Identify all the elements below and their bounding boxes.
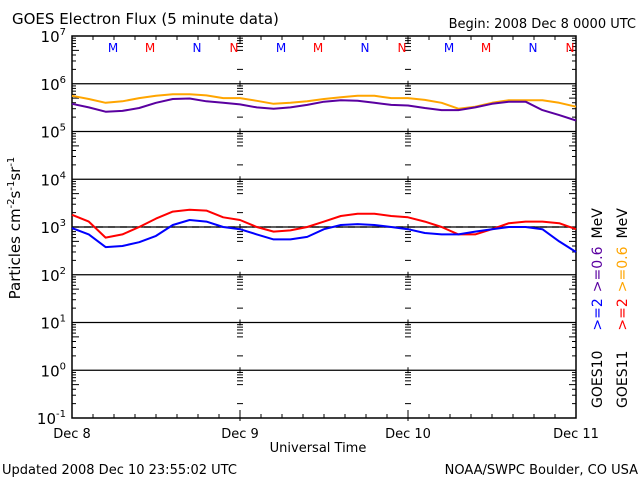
legend-goes10: GOES10 >=2 >=0.6 MeV: [590, 208, 606, 408]
y-tick-label: 101: [41, 314, 66, 333]
legend-unit-goes11: MeV: [615, 208, 631, 239]
mn-marker: N: [361, 41, 370, 55]
y-tick-label: 105: [41, 123, 66, 142]
mn-marker: M: [444, 41, 454, 55]
y-label-s: s: [6, 190, 24, 198]
y-tick-label: 102: [41, 266, 66, 285]
y-label-exp3: -1: [6, 157, 17, 167]
plot-area: M M N N M M N N M M N N 107 106 105 104 103 102 101 100 10-1…: [37, 27, 599, 442]
series-line-1: [71, 97, 577, 122]
x-tick-label: Dec 11: [553, 427, 599, 442]
legend-low-goes10: >=2: [590, 298, 606, 330]
updated-timestamp: Updated 2008 Dec 10 23:55:02 UTC: [2, 463, 237, 478]
x-axis-label: Universal Time: [270, 441, 367, 456]
begin-label: Begin: 2008 Dec 8 0000 UTC: [449, 17, 636, 32]
legend-unit-goes10: MeV: [590, 208, 606, 239]
y-label-base: Particles cm: [6, 208, 24, 299]
mn-marker: M: [145, 41, 155, 55]
x-tick-label: Dec 8: [53, 427, 91, 442]
x-tick-label: Dec 9: [221, 427, 259, 442]
y-label-exp2: -1: [6, 181, 17, 191]
series-line-2: [71, 208, 577, 239]
y-label-sr: sr: [6, 166, 24, 181]
mn-marker: M: [481, 41, 491, 55]
mn-marker: N: [230, 41, 239, 55]
legend-high-goes10: >=0.6: [590, 246, 606, 292]
mn-marker: N: [566, 41, 575, 55]
y-tick-label: 107: [41, 27, 66, 46]
legend-sat-goes11: GOES11: [615, 351, 631, 408]
mn-marker: M: [108, 41, 118, 55]
mn-marker: M: [276, 41, 286, 55]
svg-text:Particles cm-2s-1sr-1: Particles cm-2s-1sr-1: [6, 157, 24, 300]
legend-sat-goes10: GOES10: [590, 351, 606, 408]
mn-marker: N: [398, 41, 407, 55]
legend-high-goes11: >=0.6: [615, 246, 631, 292]
y-tick-label: 100: [41, 361, 66, 380]
x-tick-label: Dec 10: [385, 427, 431, 442]
legend-low-goes11: >=2: [615, 298, 631, 330]
source-credit: NOAA/SWPC Boulder, CO USA: [445, 463, 638, 478]
mn-marker: M: [313, 41, 323, 55]
chart-title: GOES Electron Flux (5 minute data): [12, 10, 279, 28]
y-tick-label: 10-1: [37, 409, 66, 428]
svg-text:GOES11>=2>=0.6MeV: GOES11 >=2 >=0.6 MeV: [615, 208, 631, 408]
y-axis-label: Particles cm-2s-1sr-1: [6, 157, 24, 300]
y-tick-label: 104: [41, 170, 66, 189]
mn-marker: N: [193, 41, 202, 55]
y-tick-label: 106: [41, 75, 66, 94]
legend-goes11: GOES11 >=2 >=0.6 MeV: [615, 208, 631, 408]
svg-text:GOES10>=2>=0.6MeV: GOES10 >=2 >=0.6 MeV: [590, 208, 606, 408]
mn-marker: N: [529, 41, 538, 55]
y-tick-label: 103: [41, 218, 66, 237]
series-line-3: [71, 219, 577, 253]
y-label-exp1: -2: [6, 198, 17, 208]
legend: GOES10 >=2 >=0.6 MeV GOES11 >=2 >=0.6 MeV: [590, 208, 631, 408]
